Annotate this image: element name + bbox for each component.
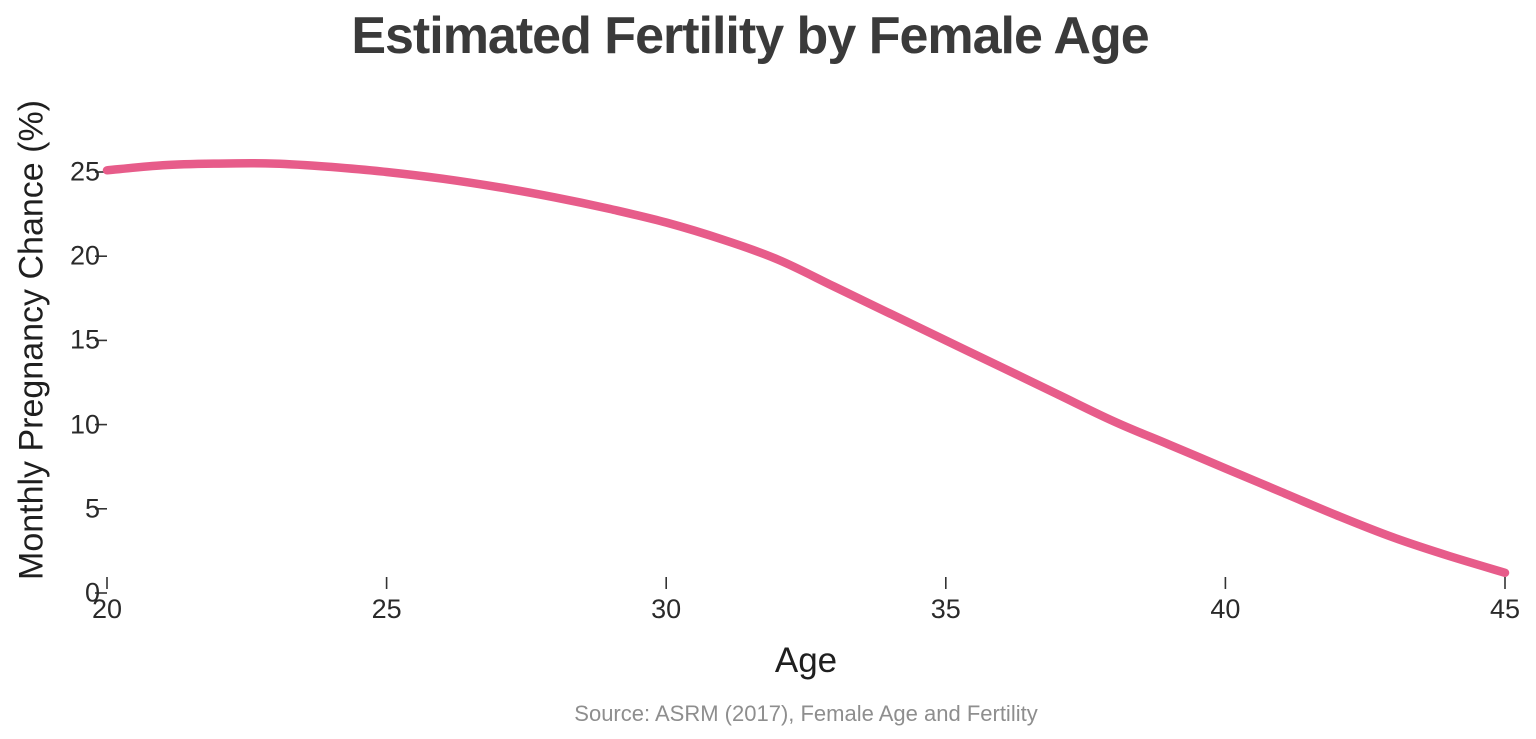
x-tick-label: 20 <box>91 594 123 624</box>
x-tick-label: 40 <box>1210 594 1241 624</box>
y-tick-label: 0 <box>84 577 100 608</box>
y-tick-label: 10 <box>69 409 100 440</box>
source-caption: Source: ASRM (2017), Female Age and Fert… <box>574 701 1038 726</box>
y-tick-label: 20 <box>69 240 100 271</box>
fertility-curve <box>102 159 1510 578</box>
x-tick-label: 35 <box>930 594 961 624</box>
x-tick-label: 30 <box>651 594 682 624</box>
x-axis-label: Age <box>774 641 838 680</box>
x-tick-label: 45 <box>1489 594 1521 624</box>
y-tick-label: 15 <box>69 324 100 355</box>
y-tick-label: 25 <box>69 156 100 187</box>
chart-title: Estimated Fertility by Female Age <box>351 7 1149 65</box>
x-tick-label: 25 <box>371 594 402 624</box>
y-tick-label: 5 <box>84 493 100 524</box>
